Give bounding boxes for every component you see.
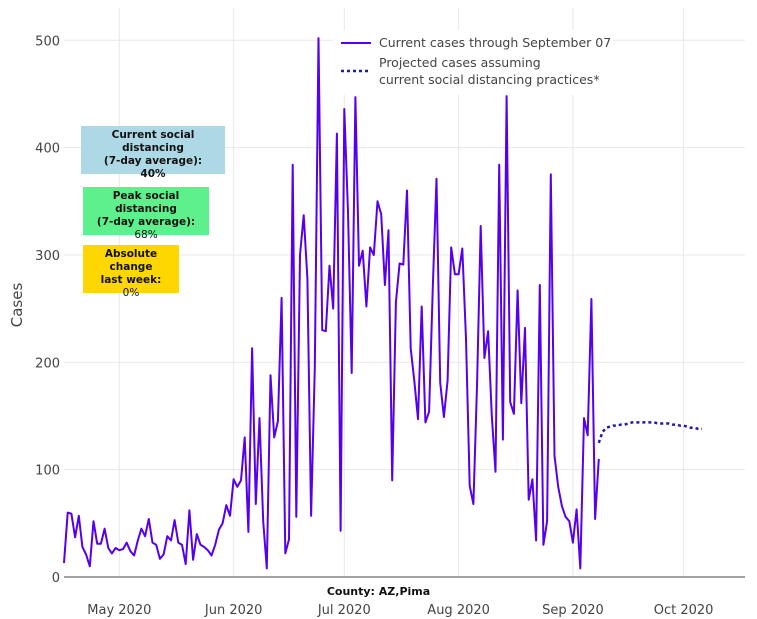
x-tick-label: Jun 2020 (204, 603, 263, 618)
y-axis-title: Cases (8, 283, 26, 328)
x-tick-label: Sep 2020 (542, 603, 604, 618)
absolute-change-value: 0% (122, 287, 140, 299)
x-tick-label: Jul 2020 (317, 603, 371, 618)
y-tick-label: 200 (35, 356, 60, 371)
projected-cases-line (597, 421, 702, 444)
y-tick-label: 100 (35, 464, 60, 479)
y-tick-label: 300 (35, 249, 60, 264)
current-distancing-value: 40% (140, 168, 166, 180)
peak-distancing-heading-2: (7-day average): (96, 216, 196, 228)
y-tick-label: 400 (35, 142, 60, 157)
y-tick-labels: 0 100 200 300 400 500 (35, 34, 60, 586)
legend: Current cases through September 07 Proje… (333, 30, 613, 95)
x-tick-label: May 2020 (87, 603, 151, 618)
y-tick-label: 500 (35, 34, 60, 49)
peak-distancing-heading-1: Peak social distancing (112, 190, 180, 215)
peak-distancing-box: Peak social distancing (7-day average): … (83, 187, 209, 241)
peak-distancing-value: 68% (134, 229, 158, 241)
x-tick-labels: May 2020 Jun 2020 Jul 2020 Aug 2020 Sep 2020… (87, 603, 713, 618)
current-cases-line (63, 37, 600, 570)
current-distancing-heading-1: Current social distancing (111, 129, 195, 154)
series-layer (63, 37, 702, 570)
absolute-change-box: Absolute change last week: 0% (83, 245, 179, 299)
legend-label-current: Current cases through September 07 (379, 35, 611, 50)
current-distancing-heading-2: (7-day average): (103, 155, 203, 167)
county-caption: County: AZ,Pima (326, 585, 431, 598)
y-tick-label: 0 (52, 571, 60, 586)
absolute-change-heading-2: last week: (100, 274, 162, 286)
legend-background (333, 30, 613, 95)
absolute-change-heading-1: Absolute change (104, 248, 158, 273)
legend-label-projected-line1: Projected cases assuming (379, 55, 541, 70)
current-distancing-box: Current social distancing (7-day average… (81, 126, 225, 180)
x-tick-label: Oct 2020 (654, 603, 714, 618)
x-tick-label: Aug 2020 (427, 603, 490, 618)
legend-label-projected-line2: current social distancing practices* (379, 72, 600, 87)
